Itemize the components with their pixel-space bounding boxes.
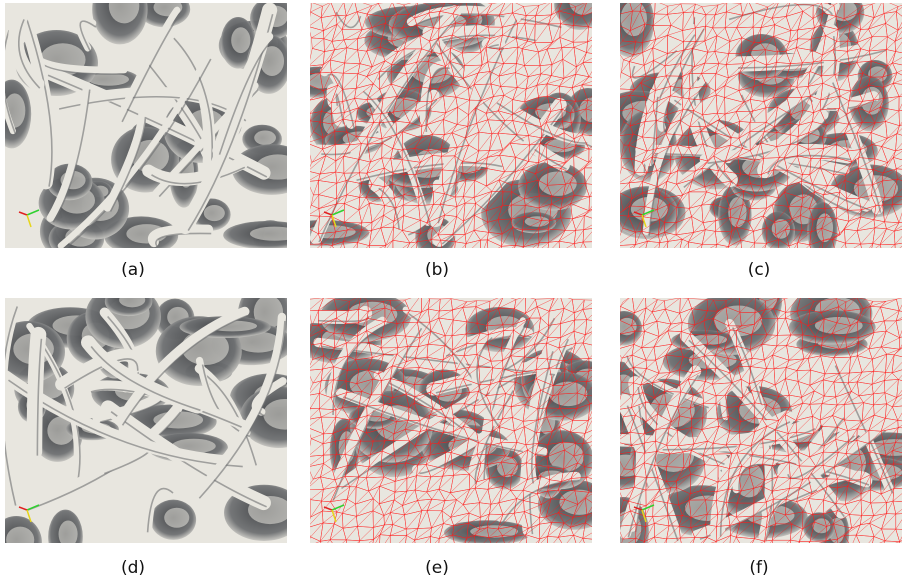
panel-c-caption: (c) xyxy=(747,260,771,280)
panel-b-image xyxy=(310,3,592,248)
panel-c-surface xyxy=(620,3,902,248)
panel-e-image xyxy=(310,298,592,543)
panel-d-axes-icon xyxy=(18,504,40,523)
panel-a-surface xyxy=(5,3,287,248)
panel-f-surface xyxy=(620,298,902,543)
panel-d-caption: (d) xyxy=(120,558,146,578)
panel-d-surface xyxy=(5,298,287,543)
panel-e-axes-icon xyxy=(323,504,345,523)
panel-b-axes-icon xyxy=(323,209,345,228)
panel-a-image xyxy=(5,3,287,248)
panel-b-caption: (b) xyxy=(424,260,450,280)
panel-b-surface xyxy=(310,3,592,248)
panel-a-axes-icon xyxy=(18,209,40,228)
panel-e-caption: (e) xyxy=(425,558,449,578)
panel-c-axes-icon xyxy=(633,209,655,228)
panel-f-axes-icon xyxy=(633,504,655,523)
panel-f-image xyxy=(620,298,902,543)
panel-e-surface xyxy=(310,298,592,543)
panel-a-caption: (a) xyxy=(121,260,145,280)
panel-d-image xyxy=(5,298,287,543)
panel-f-caption: (f) xyxy=(749,558,769,578)
panel-c-image xyxy=(620,3,902,248)
